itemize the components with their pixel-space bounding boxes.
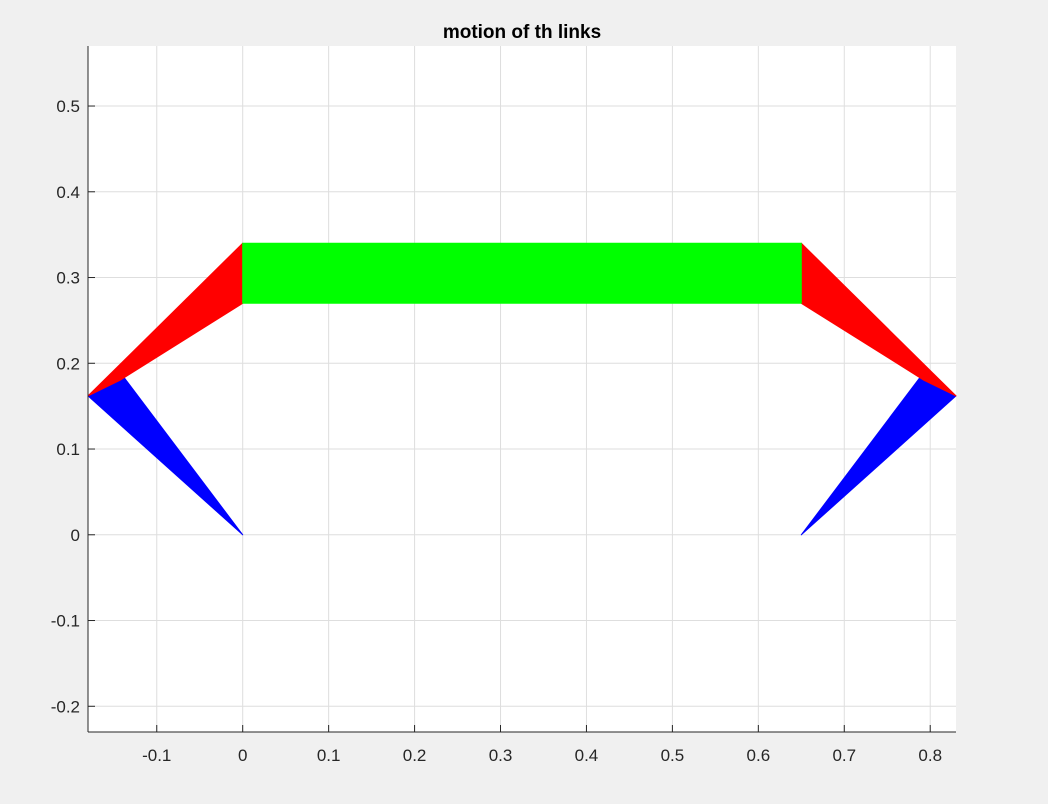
x-tick-label: 0.2 (403, 746, 427, 765)
y-tick-label: -0.1 (51, 612, 80, 631)
link-4 (242, 242, 802, 304)
grid (88, 46, 956, 732)
links (87, 242, 957, 536)
x-tick-label: 0.3 (489, 746, 513, 765)
y-tick-label: 0.1 (56, 440, 80, 459)
x-tick-label: 0.4 (575, 746, 599, 765)
axes (87, 46, 956, 733)
x-tick-label: 0.1 (317, 746, 341, 765)
y-tick-label: 0.3 (56, 269, 80, 288)
y-tick-label: -0.2 (51, 697, 80, 716)
x-tick-label: 0.8 (918, 746, 942, 765)
y-tick-label: 0.5 (56, 97, 80, 116)
y-tick-label: 0.4 (56, 183, 80, 202)
x-tick-label: 0.5 (661, 746, 685, 765)
ticks: -0.1 0 0.1 0.2 0.3 0.4 0.5 0.6 0.7 0.8 -0.2 -0.1 0 0.… (51, 97, 942, 765)
x-tick-label: 0 (238, 746, 247, 765)
x-tick-label: -0.1 (142, 746, 171, 765)
y-tick-label: 0.2 (56, 354, 80, 373)
y-tick-label: 0 (71, 526, 80, 545)
plot-area (88, 46, 956, 732)
x-tick-label: 0.6 (747, 746, 771, 765)
x-tick-label: 0.7 (832, 746, 856, 765)
chart-title: motion of th links (443, 22, 601, 43)
